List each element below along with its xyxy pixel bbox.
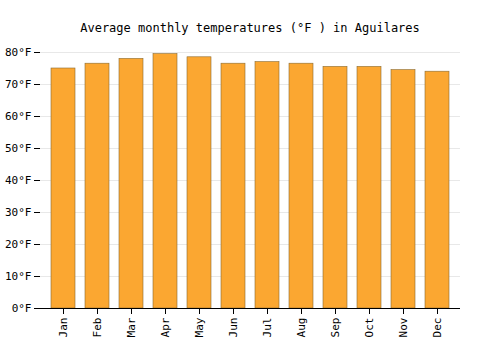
svg-text:20°F: 20°F xyxy=(5,238,32,251)
svg-text:10°F: 10°F xyxy=(5,270,32,283)
svg-text:Sep: Sep xyxy=(329,318,342,338)
svg-text:Jun: Jun xyxy=(227,318,240,338)
svg-text:Mar: Mar xyxy=(125,317,138,337)
svg-text:May: May xyxy=(193,317,206,337)
svg-text:80°F: 80°F xyxy=(5,46,32,59)
svg-text:Jan: Jan xyxy=(57,318,70,338)
svg-text:70°F: 70°F xyxy=(5,78,32,91)
svg-text:Oct: Oct xyxy=(363,318,376,338)
svg-text:Aug: Aug xyxy=(295,318,308,338)
svg-text:Dec: Dec xyxy=(431,318,444,338)
html-text:Average monthly temperatures (: Average monthly temperatures (°F ) in Ag… xyxy=(80,21,420,35)
svg-text:Nov: Nov xyxy=(397,317,410,337)
svg-text:Feb: Feb xyxy=(91,318,104,338)
svg-text:30°F: 30°F xyxy=(5,206,32,219)
svg-text:60°F: 60°F xyxy=(5,110,32,123)
svg-text:Jul: Jul xyxy=(261,318,274,338)
svg-text:0°F: 0°F xyxy=(12,302,32,315)
svg-text:Apr: Apr xyxy=(159,317,172,337)
svg-text:40°F: 40°F xyxy=(5,174,32,187)
svg-text:50°F: 50°F xyxy=(5,142,32,155)
